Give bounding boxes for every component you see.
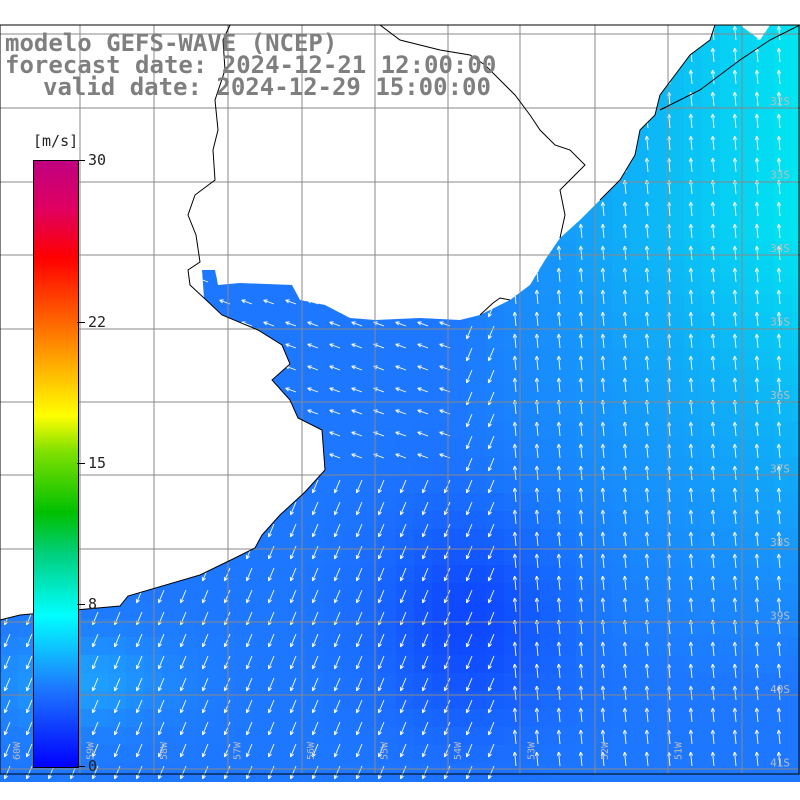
lat-lon-grid	[0, 25, 800, 774]
longitude-label: 60W	[12, 741, 23, 760]
model-title: modelo GEFS-WAVE (NCEP)	[5, 29, 338, 57]
latitude-label: 37S	[770, 463, 790, 476]
colorbar-tick-mark	[77, 766, 85, 767]
colorbar-tick-label: 30	[88, 151, 107, 169]
latitude-label: 32S	[770, 95, 790, 108]
latitude-labels: 32S 33S 34S 35S 36S 37S 38S 39S 40S 41S	[770, 95, 790, 770]
latitude-label: 33S	[770, 169, 790, 182]
longitude-label: 53W	[527, 741, 538, 760]
colorbar-tick-label: 15	[88, 454, 107, 472]
longitude-labels: 60W 59W 58W 57W 56W 55W 54W 53W 52W 51W	[12, 741, 685, 760]
longitude-label: 59W	[86, 741, 97, 760]
valid-date: valid date: 2024-12-29 15:00:00	[43, 73, 491, 101]
longitude-label: 57W	[233, 741, 244, 760]
longitude-label: 54W	[453, 741, 464, 760]
longitude-label: 52W	[600, 741, 611, 760]
longitude-label: 51W	[674, 741, 685, 760]
colorbar	[33, 160, 79, 768]
colorbar-unit: [m/s]	[33, 132, 79, 150]
colorbar-tick-mark	[77, 321, 85, 323]
latitude-label: 35S	[770, 316, 790, 329]
longitude-label: 58W	[159, 741, 170, 760]
longitude-label: 56W	[306, 741, 317, 760]
colorbar-tick-label: 22	[88, 312, 107, 331]
map-frame	[0, 24, 800, 775]
latitude-label: 40S	[770, 683, 790, 696]
colorbar-tick-mark	[77, 160, 85, 161]
colorbar-tick-mark	[77, 463, 85, 464]
latitude-label: 34S	[770, 242, 790, 255]
latitude-label: 41S	[770, 757, 790, 770]
colorbar-tick-label: 0	[88, 757, 98, 775]
forecast-date: forecast date: 2024-12-21 12:00:00	[5, 51, 497, 79]
colorbar-tick-mark	[77, 604, 85, 606]
coastline	[0, 24, 800, 621]
latitude-label: 36S	[770, 389, 790, 402]
colorbar-tick-label: 8	[88, 595, 98, 614]
latitude-label: 39S	[770, 610, 790, 623]
latitude-label: 38S	[770, 536, 790, 549]
longitude-label: 55W	[380, 741, 391, 760]
